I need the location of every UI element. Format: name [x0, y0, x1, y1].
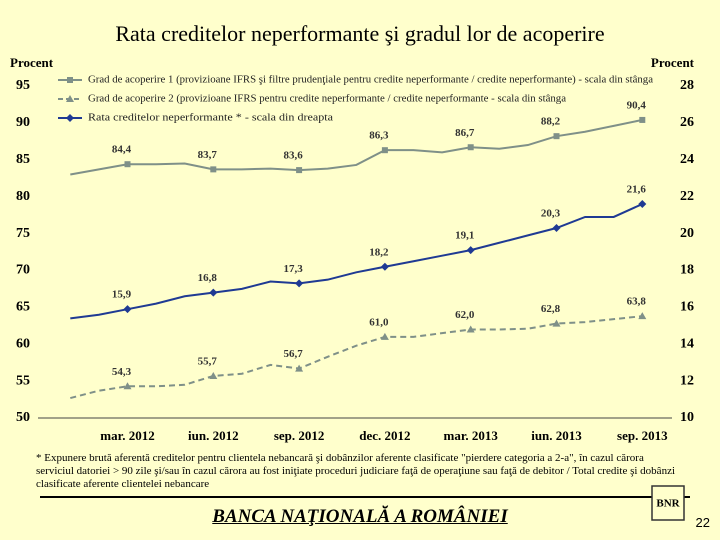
marker — [123, 305, 132, 314]
marker — [466, 325, 475, 333]
data-label: 21,6 — [627, 184, 647, 196]
data-label: 83,6 — [283, 150, 303, 162]
data-label: 84,4 — [112, 144, 132, 156]
y-tick-label: 75 — [16, 226, 30, 241]
y2-tick-label: 20 — [680, 226, 694, 241]
marker — [210, 166, 217, 173]
data-label: 88,2 — [541, 116, 561, 128]
legend-label: Grad de acoperire 2 (provizioane IFRS pe… — [88, 93, 567, 104]
y2-tick-label: 24 — [680, 152, 694, 167]
y-tick-label: 85 — [16, 152, 30, 167]
data-label: 55,7 — [198, 355, 218, 367]
data-label: 86,3 — [369, 130, 389, 142]
series-line — [70, 118, 643, 176]
y-tick-label: 95 — [16, 78, 30, 93]
legend-label: Grad de acoperire 1 (provizioane IFRS şi… — [88, 74, 654, 85]
bank-name: BANCA NAŢIONALĂ A ROMÂNIEI — [212, 506, 508, 527]
data-label: 16,8 — [198, 272, 218, 284]
y-tick-label: 50 — [16, 410, 30, 425]
x-tick-label: sep. 2013 — [617, 428, 668, 443]
data-label: 15,9 — [112, 289, 132, 301]
marker — [124, 161, 131, 168]
y-tick-label: 55 — [16, 373, 30, 388]
x-tick-label: mar. 2012 — [100, 428, 154, 443]
x-tick-label: dec. 2012 — [359, 428, 410, 443]
data-label: 62,0 — [455, 309, 475, 321]
data-label: 90,4 — [627, 99, 647, 111]
marker — [639, 116, 646, 123]
marker — [67, 77, 73, 83]
marker — [467, 144, 474, 151]
y2-tick-label: 14 — [680, 336, 694, 351]
chart-title: Rata creditelor neperformante şi gradul … — [115, 21, 604, 46]
y2-tick-label: 10 — [680, 410, 694, 425]
data-label: 54,3 — [112, 366, 132, 378]
data-label: 17,3 — [283, 263, 303, 275]
marker — [638, 312, 647, 320]
y2-tick-label: 28 — [680, 78, 694, 93]
x-tick-label: sep. 2012 — [274, 428, 325, 443]
marker — [209, 288, 218, 297]
marker — [66, 114, 74, 122]
series-line — [70, 203, 643, 320]
marker — [295, 364, 304, 372]
marker — [381, 147, 388, 154]
footnote: * Expunere brută aferentă creditelor pen… — [36, 452, 676, 490]
marker — [380, 262, 389, 271]
marker — [553, 133, 560, 140]
y2-tick-label: 22 — [680, 189, 694, 204]
y2-axis-title: Procent — [651, 55, 695, 70]
data-label: 19,1 — [455, 230, 474, 242]
svg-text:BNR: BNR — [656, 498, 680, 510]
y2-tick-label: 16 — [680, 300, 694, 315]
data-label: 61,0 — [369, 316, 389, 328]
data-label: 20,3 — [541, 208, 561, 220]
marker — [296, 167, 303, 174]
data-label: 56,7 — [283, 348, 303, 360]
y-tick-label: 60 — [16, 336, 30, 351]
marker — [209, 371, 218, 379]
legend-label: Rata creditelor neperformante * - scala … — [88, 112, 334, 123]
y2-tick-label: 18 — [680, 263, 694, 278]
marker — [552, 224, 561, 233]
x-tick-label: mar. 2013 — [443, 428, 498, 443]
series-line — [70, 315, 643, 400]
data-label: 86,7 — [455, 127, 475, 139]
y2-tick-label: 26 — [680, 115, 694, 130]
y-tick-label: 65 — [16, 300, 30, 315]
data-label: 63,8 — [627, 296, 647, 308]
y2-tick-label: 12 — [680, 373, 694, 388]
marker — [552, 319, 561, 327]
y-axis-title: Procent — [10, 55, 54, 70]
y-tick-label: 70 — [16, 263, 30, 278]
marker — [638, 200, 647, 209]
marker — [380, 332, 389, 340]
data-label: 62,8 — [541, 303, 561, 315]
data-label: 83,7 — [198, 149, 218, 161]
logo: BNR — [651, 485, 685, 521]
x-tick-label: iun. 2012 — [188, 428, 239, 443]
x-tick-label: iun. 2013 — [531, 428, 582, 443]
marker — [66, 95, 74, 102]
marker — [123, 382, 132, 390]
page-number: 22 — [695, 515, 710, 530]
y-tick-label: 80 — [16, 189, 30, 204]
marker — [466, 246, 475, 255]
marker — [295, 279, 304, 288]
data-label: 18,2 — [369, 246, 389, 258]
y-tick-label: 90 — [16, 115, 30, 130]
